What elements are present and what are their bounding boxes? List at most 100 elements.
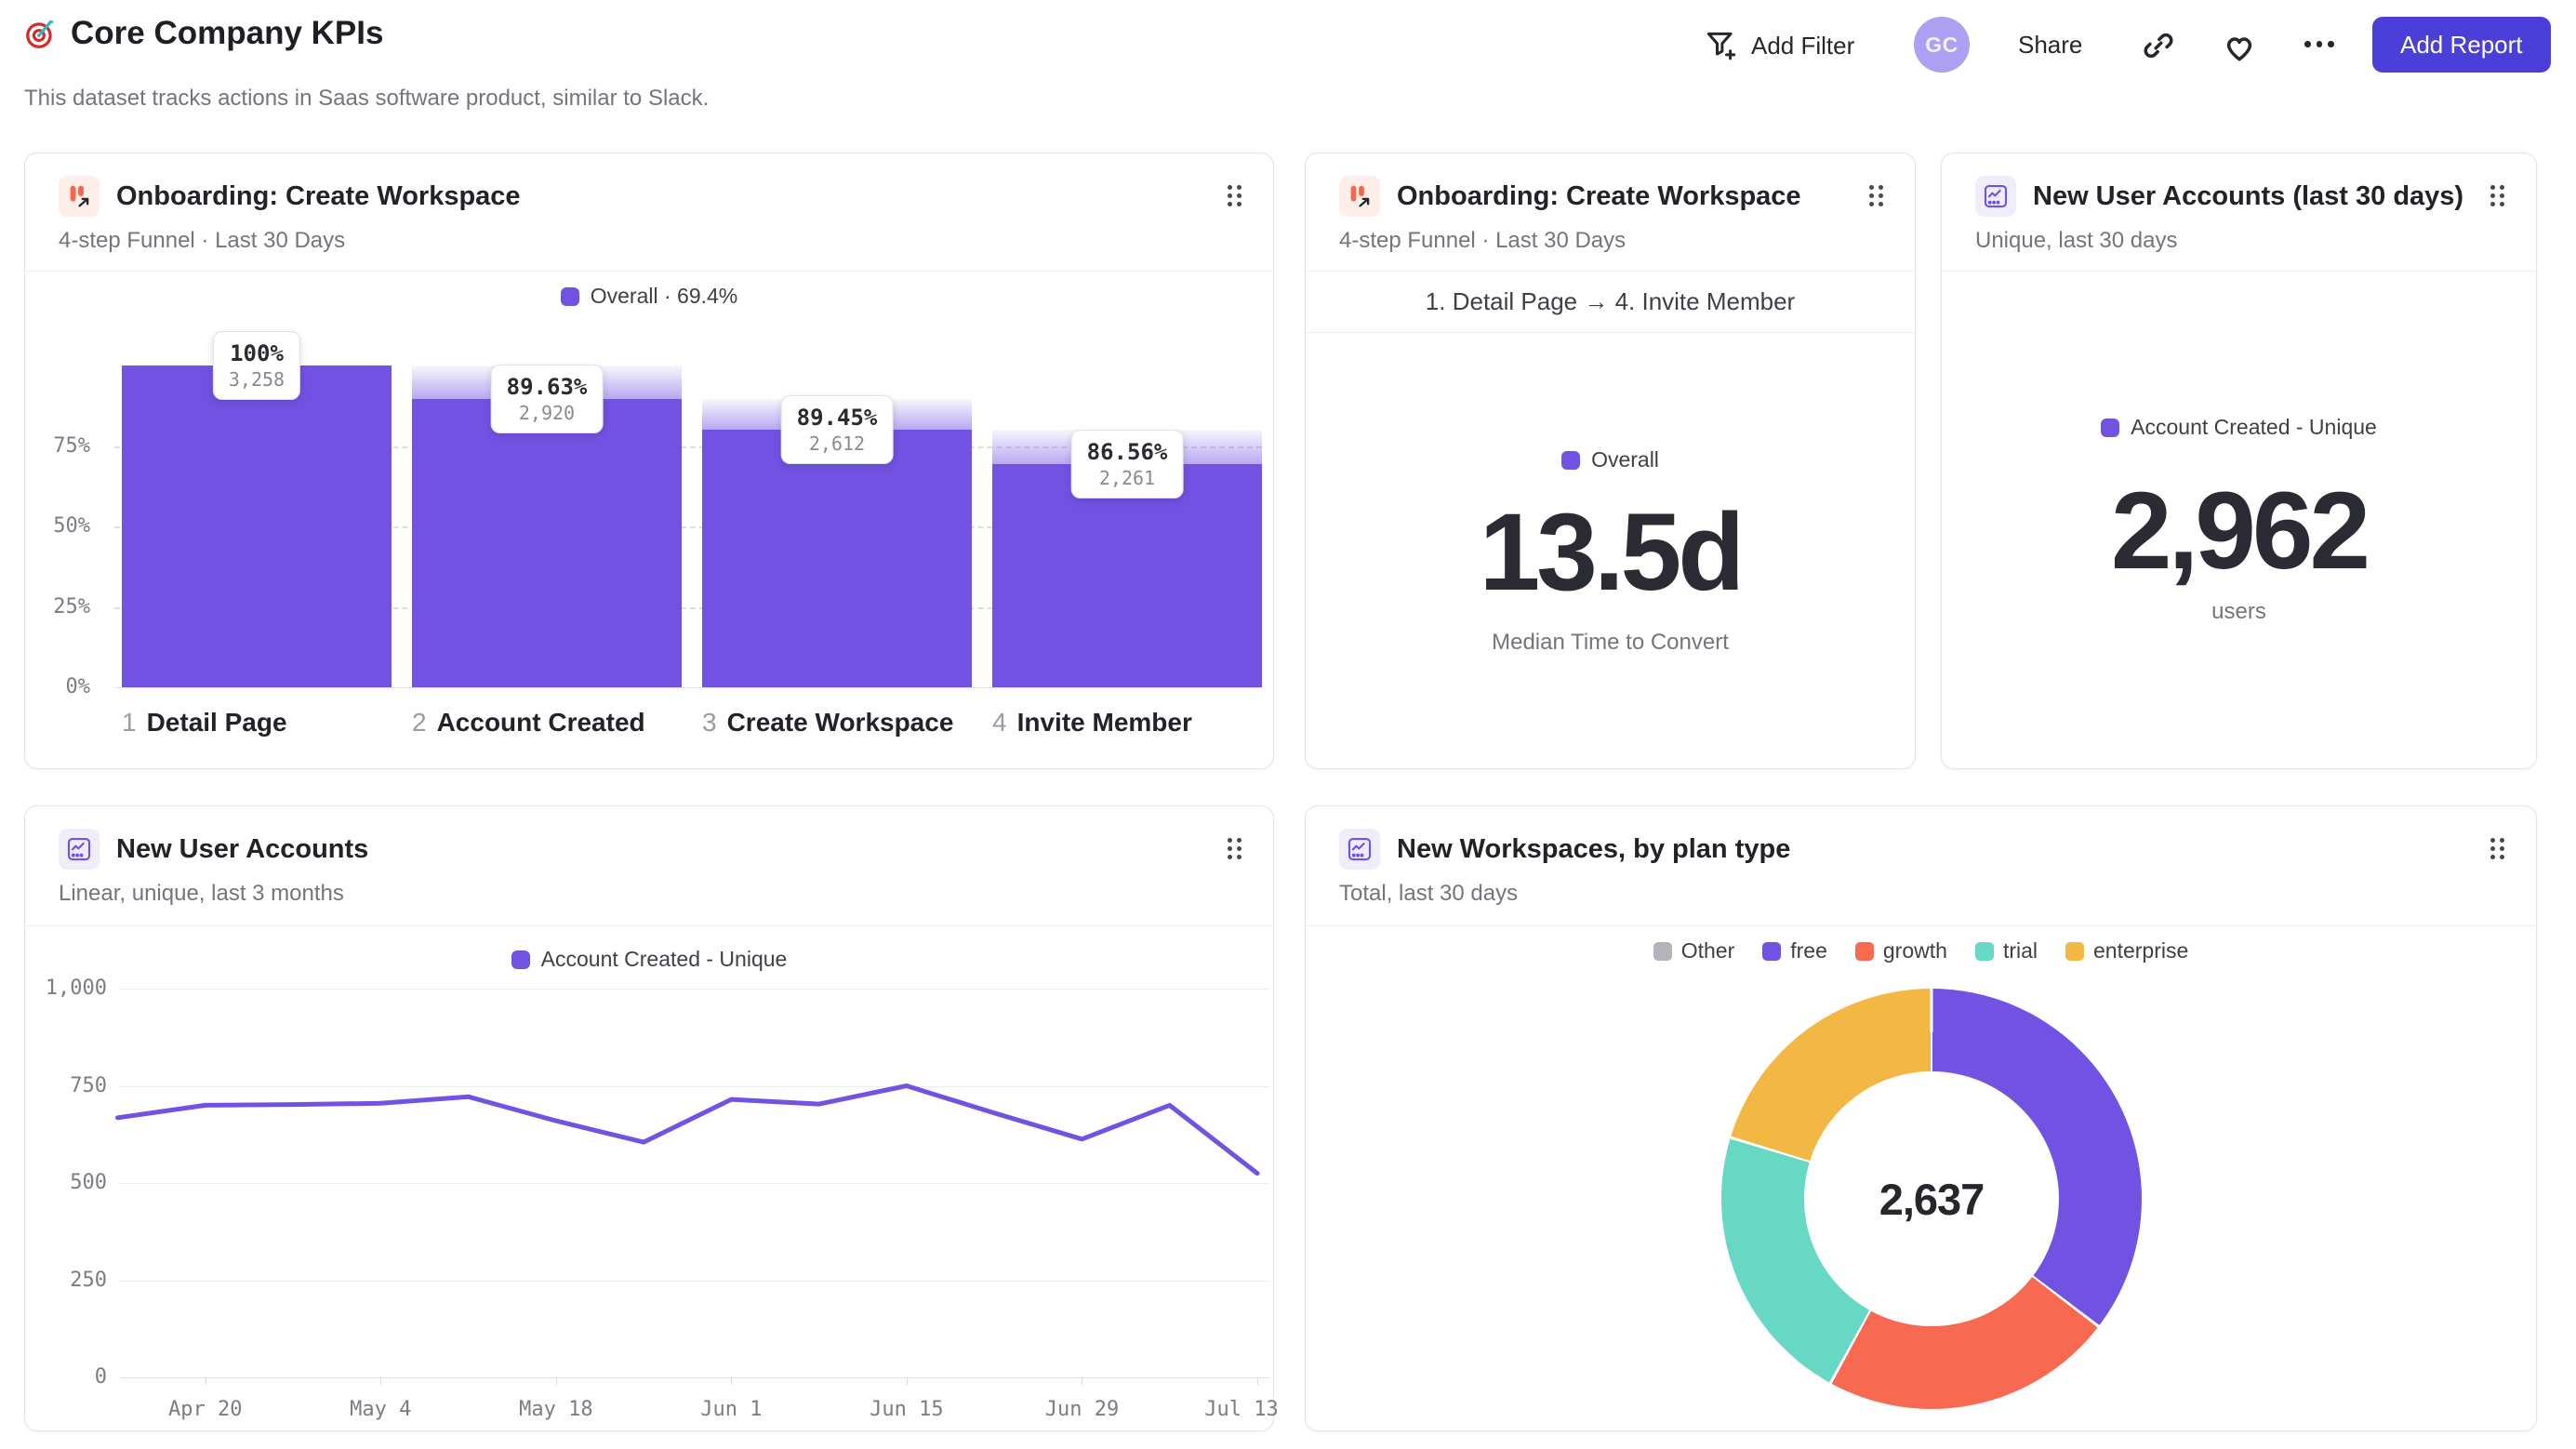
- funnel-bar[interactable]: [702, 429, 972, 687]
- heart-icon: [2226, 37, 2252, 61]
- card-title: New Workspaces, by plan type: [1397, 834, 1791, 864]
- metric-legend[interactable]: Account Created - Unique: [1942, 415, 2536, 440]
- share-label: Share: [2018, 31, 2083, 59]
- page-title-text: Core Company KPIs: [71, 15, 384, 51]
- add-filter-button[interactable]: Add Filter: [1703, 28, 1854, 63]
- line-ytick: 0: [94, 1365, 107, 1389]
- card-new-users-trend[interactable]: New User Accounts Linear, unique, last 3…: [24, 805, 1279, 1432]
- line-gridline: [120, 1280, 1269, 1282]
- divider: [1306, 925, 2536, 926]
- card-subtitle: Total, last 30 days: [1339, 881, 1519, 906]
- funnel-step-tooltip: 89.63% 2,920: [490, 364, 604, 433]
- funnel-ytick: 25%: [53, 594, 90, 618]
- card-time-to-convert[interactable]: Onboarding: Create Workspace 4-step Funn…: [1305, 153, 1916, 769]
- metric-caption: Median Time to Convert: [1492, 630, 1729, 655]
- funnel-ytick: 75%: [53, 433, 90, 458]
- funnel-step-tooltip: 86.56% 2,261: [1070, 429, 1184, 499]
- funnel-step-label: 2 Account Created: [412, 708, 645, 738]
- funnel-ytick: 50%: [53, 514, 90, 538]
- card-title: Onboarding: Create Workspace: [116, 181, 521, 211]
- card-subtitle: 4-step Funnel · Last 30 Days: [1339, 228, 1627, 253]
- page-subtitle: This dataset tracks actions in Saas soft…: [24, 86, 710, 111]
- legend-swatch: [511, 950, 530, 969]
- card-funnel[interactable]: Onboarding: Create Workspace 4-step Funn…: [24, 153, 1274, 769]
- funnel-plot: 0% 25% 50% 75% 100% 3,258 1 Detail Page 89.63% 2,…: [25, 153, 1275, 770]
- funnel-step-conversion: 89.63%: [506, 373, 588, 400]
- funnel-gridline: [114, 445, 1262, 448]
- line-xtick: Jun 15: [870, 1398, 944, 1421]
- funnel-step-count: 2,920: [518, 401, 576, 424]
- drag-handle[interactable]: [1869, 185, 1883, 206]
- line-gridline: [120, 1377, 1269, 1378]
- card-subtitle: 4-step Funnel · Last 30 Days: [59, 228, 346, 253]
- legend-label: Overall: [1591, 447, 1659, 472]
- donut-legend: Other free growth trial enterprise: [1306, 938, 2536, 964]
- legend-swatch: [2101, 418, 2120, 437]
- donut-legend-item[interactable]: growth: [1854, 938, 1947, 964]
- divider: [1306, 271, 1915, 272]
- donut-legend-item[interactable]: free: [1762, 938, 1827, 964]
- share-button[interactable]: Share: [2018, 31, 2082, 60]
- funnel-step-conversion: 86.56%: [1086, 438, 1168, 465]
- card-subtitle: Linear, unique, last 3 months: [59, 881, 344, 906]
- line-xtick: May 4: [350, 1398, 412, 1421]
- donut-hole: 2,637: [1804, 1071, 2059, 1326]
- card-new-users-30d[interactable]: New User Accounts (last 30 days) Unique,…: [1941, 153, 2537, 769]
- funnel-step-conversion: 100%: [230, 340, 284, 366]
- funnel-range: 1. Detail Page → 4. Invite Member: [1425, 287, 1796, 315]
- card-subtitle: Unique, last 30 days: [1975, 228, 2178, 253]
- funnel-gridline: [114, 687, 1262, 688]
- card-workspaces-by-plan[interactable]: New Workspaces, by plan type Total, last…: [1305, 805, 2537, 1431]
- legend-swatch: [560, 286, 579, 306]
- metric-legend[interactable]: Overall: [1306, 447, 1915, 472]
- metric-caption: users: [2211, 599, 2266, 624]
- donut-legend-item[interactable]: trial: [1974, 938, 2038, 964]
- funnel-step-number: 1: [122, 708, 137, 737]
- drag-handle[interactable]: [1228, 185, 1242, 206]
- more-options-button[interactable]: [2304, 41, 2334, 47]
- line-xtickmark: [1257, 1377, 1258, 1385]
- copy-link-button[interactable]: [2139, 26, 2178, 70]
- divider: [25, 925, 1273, 926]
- line-gridline: [120, 989, 1269, 990]
- legend-label: growth: [1882, 938, 1947, 963]
- legend-label: free: [1790, 938, 1827, 963]
- funnel-step-number: 3: [702, 708, 717, 737]
- add-report-button[interactable]: Add Report: [2372, 17, 2551, 73]
- favorite-button[interactable]: [2219, 26, 2260, 72]
- legend-swatch: [2065, 941, 2084, 961]
- line-plot: 0 250 500 750 1,000 Apr 20 May 4 May 18 Jun 1 Jun…: [25, 806, 1279, 1432]
- line-ytick: 750: [70, 1073, 107, 1097]
- avatar[interactable]: GC: [1914, 17, 1970, 73]
- line-xtickmark: [555, 1377, 557, 1385]
- funnel-bar[interactable]: [412, 398, 682, 687]
- line-xtick: Jul 13: [1204, 1398, 1279, 1421]
- legend-swatch: [1561, 450, 1581, 470]
- divider: [1942, 271, 2536, 272]
- funnel-step-conversion: 89.45%: [796, 404, 878, 431]
- donut-total: 2,637: [1879, 1174, 1985, 1224]
- line-legend[interactable]: Account Created - Unique: [25, 947, 1273, 972]
- funnel-step-label: 4 Invite Member: [992, 708, 1192, 738]
- insights-report-icon: [1975, 176, 2016, 217]
- drag-handle[interactable]: [2490, 185, 2504, 206]
- drag-handle[interactable]: [2490, 838, 2504, 859]
- funnel-step-name: Detail Page: [146, 708, 287, 737]
- drag-handle[interactable]: [1228, 838, 1242, 859]
- divider: [1306, 332, 1915, 333]
- metric-value: 2,962: [2110, 470, 2370, 592]
- legend-swatch: [1762, 941, 1782, 961]
- divider: [25, 271, 1273, 272]
- funnel-report-icon: [59, 176, 100, 217]
- line-ytick: 500: [70, 1171, 107, 1194]
- donut-legend-item[interactable]: Other: [1653, 938, 1734, 964]
- funnel-bar[interactable]: [122, 366, 392, 687]
- funnel-bar[interactable]: [992, 463, 1262, 687]
- donut-legend-item[interactable]: enterprise: [2065, 938, 2188, 964]
- legend-swatch: [1854, 941, 1874, 961]
- funnel-legend[interactable]: Overall · 69.4%: [25, 284, 1273, 309]
- insights-report-icon: [59, 829, 100, 870]
- page-title: Core Company KPIs: [24, 15, 383, 52]
- avatar-initials: GC: [1925, 32, 1959, 57]
- legend-label: Account Created - Unique: [2131, 415, 2377, 439]
